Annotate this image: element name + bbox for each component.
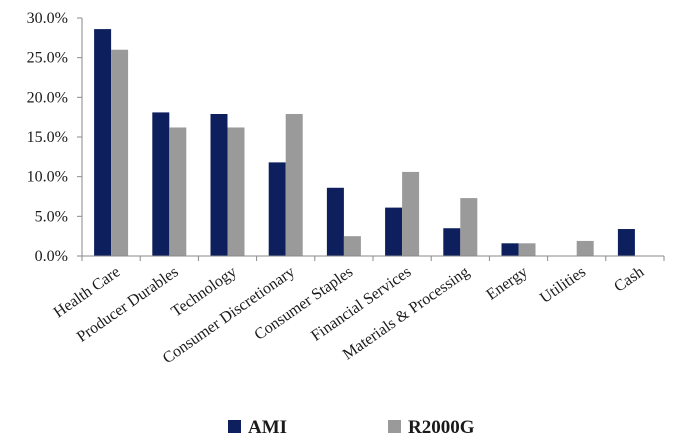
bar-r2000g-consumer-staples [343,236,361,256]
y-tick-label: 5.0% [35,208,68,225]
bar-ami-financial-services [385,207,403,256]
bar-r2000g-consumer-discretionary [285,113,303,256]
bars [94,29,635,257]
y-tick-label: 0.0% [35,248,68,265]
x-tick-label: Energy [483,263,530,303]
bar-ami-health-care [94,29,112,257]
y-tick-label: 30.0% [27,10,68,27]
bar-r2000g-health-care [111,49,129,256]
bar-r2000g-utilities [576,240,594,256]
y-tick-label: 25.0% [27,50,68,67]
bar-ami-consumer-staples [326,187,344,256]
bar-ami-technology [210,113,228,256]
bar-r2000g-energy [518,243,536,256]
bar-ami-energy [501,243,519,256]
bar-r2000g-financial-services [402,171,420,256]
legend-label-ami: AMI [248,417,287,438]
bar-ami-cash [617,229,635,256]
legend: AMI R2000G [228,417,475,438]
x-tick-label: Financial Services [308,263,414,344]
bar-ami-materials-processing [443,228,461,256]
bar-r2000g-materials-processing [460,198,478,256]
bar-r2000g-technology [227,127,245,256]
x-tick-label: Utilities [537,263,589,307]
x-tick-label: Consumer Staples [251,263,356,343]
legend-swatch-ami [228,420,241,433]
y-tick-label: 15.0% [27,129,68,146]
legend-label-r2000g: R2000G [408,417,475,438]
legend-swatch-r2000g [388,420,401,433]
x-tick-label: Cash [611,263,647,295]
y-axis: 0.0% 5.0% 10.0% 15.0% 20.0% 25.0% 30.0% [27,10,83,265]
bar-ami-consumer-discretionary [268,162,286,256]
bar-ami-producer-durables [152,112,170,256]
x-tick-label: Producer Durables [74,263,182,345]
y-tick-label: 20.0% [27,89,68,106]
bar-r2000g-producer-durables [169,127,187,256]
y-tick-label: 10.0% [27,169,68,186]
